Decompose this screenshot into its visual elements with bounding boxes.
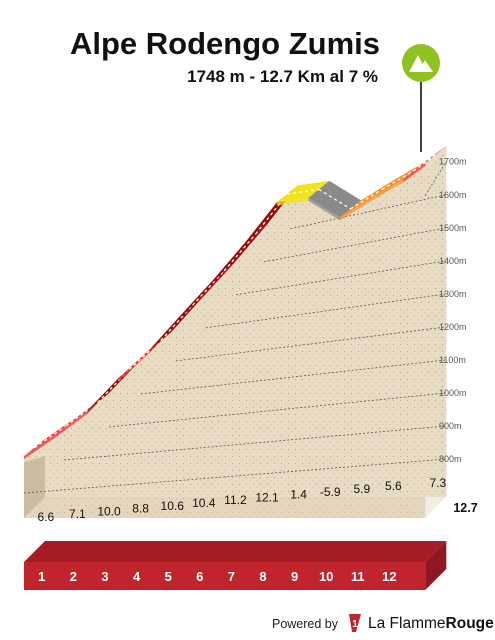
- gradient-band: [24, 145, 447, 460]
- gradient-label: 10.0: [97, 504, 121, 518]
- gradient-label: 7.3: [429, 476, 446, 490]
- gradient-centerline: [413, 153, 437, 172]
- gradient-segment-edge: [55, 410, 88, 438]
- gradient-centerline: [287, 188, 319, 195]
- y-axis-ticks: 800m 900m 1000m 1100m 1200m 1300m 1400m 1500m 16…: [439, 157, 467, 464]
- y-tick-label: 900m: [439, 421, 462, 431]
- km-label: 3: [101, 569, 108, 584]
- gradient-label: 10.6: [161, 499, 185, 513]
- brand-name-part2: Rouge: [446, 615, 495, 632]
- svg-text:1: 1: [352, 619, 358, 630]
- profile-area: [24, 145, 447, 518]
- gradient-label: 6.6: [37, 510, 54, 524]
- km-label: 11: [351, 569, 365, 584]
- gridline: [290, 194, 447, 230]
- y-tick-label: 1500m: [439, 223, 467, 233]
- gridline: [109, 392, 447, 428]
- y-tick-label: 1400m: [439, 256, 467, 266]
- km-label: 6: [196, 569, 203, 584]
- gradient-label: 11.2: [224, 493, 247, 507]
- gradient-segment-edge: [150, 313, 182, 352]
- gradient-segment-edge: [403, 162, 426, 183]
- gradient-segment-edge: [182, 279, 214, 317]
- gridline: [175, 326, 447, 362]
- summit-marker: [402, 44, 440, 152]
- flamme-rouge-logo: 1: [349, 614, 361, 632]
- gradient-label: 5.9: [353, 482, 370, 496]
- gridline: [205, 293, 447, 329]
- y-tick-label: 1600m: [439, 190, 467, 200]
- km-label: 7: [228, 569, 235, 584]
- profile-side-face: [24, 456, 45, 518]
- km-band: 1 2 3 4 5 6 7 8 9 10 11 12: [24, 541, 447, 590]
- brand-name-part1: La Flamme: [368, 615, 446, 632]
- gradient-labels: 6.6 7.1 10.0 8.8 10.6 10.4 11.2 12.1 1.4 -5.9 5.9 5…: [37, 476, 477, 524]
- gridline: [235, 260, 447, 296]
- gradient-segment-edge: [24, 434, 56, 460]
- gradient-segment-edge: [213, 242, 246, 283]
- gradient-segment-edge: [87, 377, 119, 414]
- powered-by-label: Powered by: [272, 617, 339, 631]
- gridline: [23, 458, 447, 494]
- km-label: 5: [165, 569, 172, 584]
- profile-front-face: [24, 162, 426, 518]
- gradient-centerline: [128, 339, 162, 370]
- gradient-label: 7.1: [69, 507, 86, 521]
- gradient-centerline: [34, 425, 67, 449]
- climb-title: Alpe Rodengo Zumis: [70, 26, 380, 61]
- gridline: [264, 227, 447, 263]
- y-tick-label: 1300m: [439, 289, 467, 299]
- km-label: 10: [319, 569, 333, 584]
- gradient-label: 8.8: [132, 502, 149, 516]
- gradient-label: 12.1: [255, 490, 279, 504]
- km-label: 8: [259, 569, 266, 584]
- gradient-segment: [276, 180, 330, 203]
- km-band-top: [24, 541, 447, 562]
- gradient-segment-edge: [308, 197, 340, 221]
- gradient-segment-edge: [245, 202, 277, 246]
- y-tick-label: 1700m: [439, 157, 467, 167]
- gradient-centerline: [223, 233, 257, 272]
- gradient-centerline: [192, 270, 225, 306]
- km-band-front: [24, 562, 426, 590]
- gradient-label: 1.4: [290, 488, 307, 502]
- gradient-label: 10.4: [192, 496, 216, 510]
- km-label: 1: [38, 569, 45, 584]
- km-label: 2: [70, 569, 77, 584]
- gradient-centerline: [318, 188, 351, 210]
- mountain-icon: [409, 55, 433, 72]
- profile-base-face: [24, 497, 447, 518]
- gradient-segment-edge: [371, 179, 404, 201]
- y-tick-label: 1200m: [439, 322, 467, 332]
- gridline: [424, 161, 447, 196]
- climb-subtitle: 1748 m - 12.7 Km al 7 %: [187, 67, 378, 86]
- gradient-centerline: [381, 170, 415, 190]
- y-tick-label: 1100m: [439, 355, 466, 365]
- gradient-centerline: [160, 304, 193, 341]
- km-label: 12: [382, 569, 396, 584]
- elevation-gridlines: [23, 161, 447, 494]
- gradient-segment-edge: [276, 197, 309, 206]
- km-band-side: [425, 541, 447, 590]
- gradient-label: -5.9: [320, 485, 341, 499]
- km-label: 9: [291, 569, 298, 584]
- km-label: 4: [133, 569, 141, 584]
- gradient-centerline: [350, 188, 383, 210]
- total-distance-label: 12.7: [453, 501, 477, 515]
- gridline: [140, 359, 447, 395]
- gradient-label: 5.6: [385, 479, 402, 493]
- y-tick-label: 1000m: [439, 388, 467, 398]
- gradient-segment-edge: [340, 197, 372, 221]
- y-tick-label: 800m: [439, 454, 462, 464]
- brand-name: La FlammeRouge: [368, 615, 494, 632]
